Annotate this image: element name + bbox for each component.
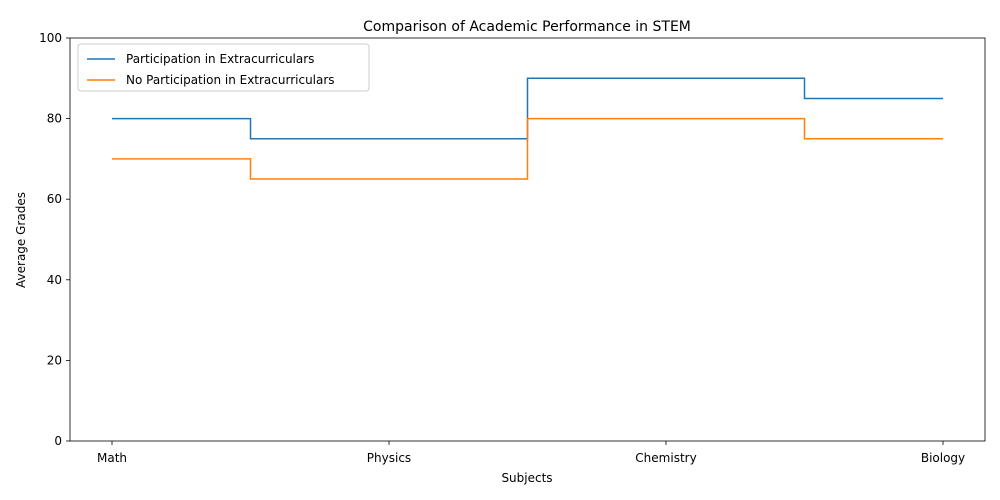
chart-title: Comparison of Academic Performance in ST… [363, 19, 691, 35]
x-tick-label: Chemistry [635, 451, 696, 465]
legend-label-1: Participation in Extracurriculars [126, 52, 314, 66]
y-tick-label: 20 [47, 353, 62, 367]
plot-frame [69, 37, 986, 442]
series-line-2 [112, 117, 943, 180]
plot-area: 0 20 40 60 80 100 Math Physics Chemistry Biology P… [39, 31, 986, 465]
series-line-1 [112, 77, 943, 140]
x-tick-label: Physics [367, 451, 411, 465]
y-tick-label: 0 [54, 434, 62, 448]
y-axis-label: Average Grades [14, 192, 28, 288]
y-tick-label: 100 [39, 31, 62, 45]
y-tick-label: 80 [47, 112, 62, 126]
legend-label-2: No Participation in Extracurriculars [126, 73, 335, 87]
legend-box [77, 43, 370, 92]
x-axis-label: Subjects [501, 471, 552, 485]
x-tick-label: Math [97, 451, 127, 465]
y-tick-label: 60 [47, 192, 62, 206]
x-tick-label: Biology [921, 451, 965, 465]
y-tick-label: 40 [47, 273, 62, 287]
